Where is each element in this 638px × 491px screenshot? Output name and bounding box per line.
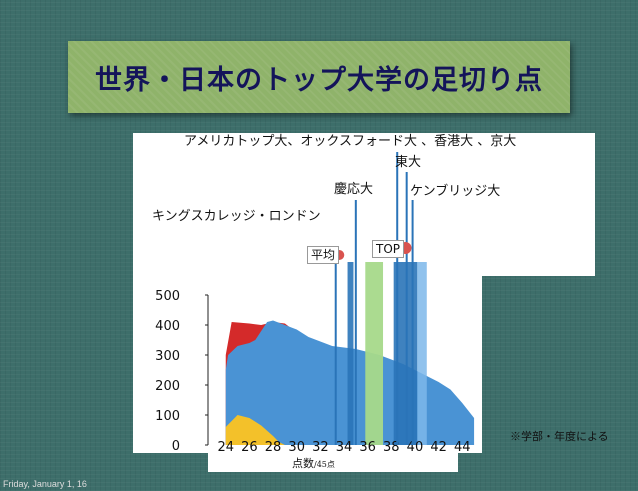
x-tick-label-42: 42 <box>430 440 447 455</box>
x-tick-label-24: 24 <box>217 440 234 455</box>
x-tick-label-28: 28 <box>265 440 282 455</box>
x-axis-label-suffix: /45点 <box>314 460 335 469</box>
x-tick-label-34: 34 <box>336 440 353 455</box>
x-axis-label: 点数/45点 <box>292 455 335 471</box>
score-bands <box>347 262 427 445</box>
area-series-yellow <box>225 415 285 445</box>
y-tick-label-500: 500 <box>155 289 180 304</box>
xlabel-panel <box>208 452 458 472</box>
slide-title: 世界・日本のトップ大学の足切り点 <box>68 41 570 113</box>
label-cambridge: ケンブリッジ大 <box>410 184 501 199</box>
label-keio: 慶応大 <box>334 182 374 197</box>
footnote: ※学部・年度による <box>510 430 609 443</box>
y-tick-label-200: 200 <box>155 379 180 394</box>
y-tick-label-400: 400 <box>155 319 180 334</box>
x-tick-label-32: 32 <box>312 440 329 455</box>
score-band-7 <box>417 262 427 445</box>
score-band-2 <box>365 262 384 445</box>
x-tick-label-44: 44 <box>454 440 471 455</box>
x-tick-label-38: 38 <box>383 440 400 455</box>
chart-axes: 0 100 200 300 400 500 24 26 28 30 32 34 36 38 40 42 44 <box>155 289 470 455</box>
label-top: TOP <box>372 240 405 258</box>
x-axis-label-main: 点数 <box>292 457 314 470</box>
score-band-3 <box>393 262 418 445</box>
label-panel <box>133 133 595 276</box>
label-average: 平均 <box>307 246 340 264</box>
footer-date: Friday, January 1, 16 <box>3 479 87 489</box>
score-band-1 <box>347 262 354 445</box>
x-tick-label-26: 26 <box>241 440 258 455</box>
y-tick-label-300: 300 <box>155 349 180 364</box>
label-top-universities: アメリカトップ大、オックスフォード大 、香港大 、京大 <box>184 134 517 149</box>
x-tick-label-30: 30 <box>288 440 305 455</box>
x-tick-label-40: 40 <box>407 440 424 455</box>
label-todai: 東大 <box>395 155 422 170</box>
y-tick-label-0: 0 <box>172 439 180 454</box>
y-tick-label-100: 100 <box>155 409 180 424</box>
university-lines <box>334 152 414 445</box>
x-tick-label-36: 36 <box>359 440 376 455</box>
label-kings-college: キングスカレッジ・ロンドン <box>152 209 321 224</box>
